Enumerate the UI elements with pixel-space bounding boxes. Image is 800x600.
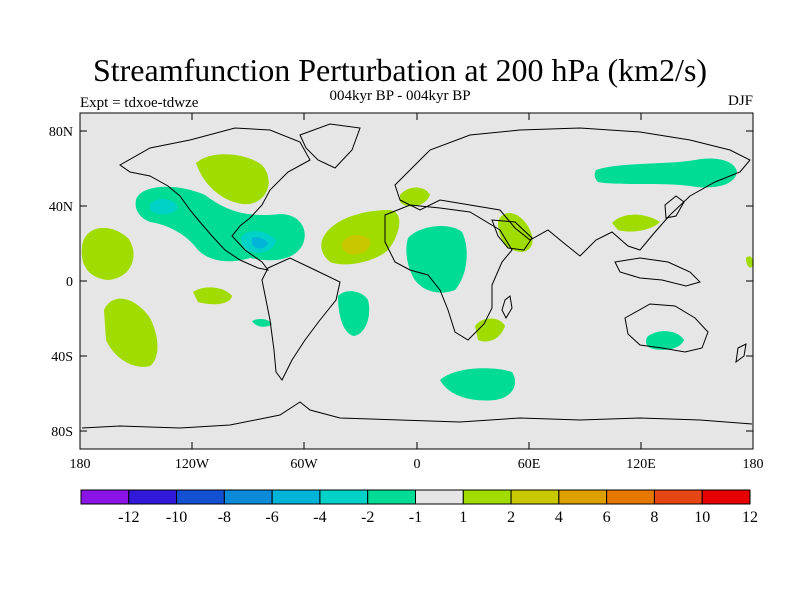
lon-label: 60W bbox=[290, 457, 318, 472]
lat-label: 0 bbox=[66, 275, 73, 290]
lat-label: 80S bbox=[51, 425, 73, 440]
colorbar-label: -10 bbox=[166, 509, 187, 526]
colorbar-box bbox=[271, 489, 321, 505]
colorbar-label: -6 bbox=[265, 509, 278, 526]
colorbar-label: -4 bbox=[313, 509, 326, 526]
latitude-axis bbox=[80, 130, 753, 432]
colorbar-label: 4 bbox=[555, 509, 563, 526]
lon-label: 180 bbox=[70, 457, 91, 472]
colorbar-box bbox=[415, 489, 464, 505]
lon-label: 120W bbox=[175, 457, 210, 472]
colorbar-box bbox=[176, 489, 225, 505]
colorbar-box bbox=[653, 489, 703, 505]
colorbar-box bbox=[558, 489, 608, 505]
colorbar-box bbox=[128, 489, 178, 505]
colorbar-label: 8 bbox=[650, 509, 658, 526]
positive-core-region bbox=[341, 234, 371, 255]
colorbar-label: 10 bbox=[694, 509, 710, 526]
colorbar-box bbox=[701, 489, 751, 505]
coastlines bbox=[81, 123, 753, 429]
negative-core-pacific bbox=[150, 199, 178, 215]
negative-strong-core bbox=[252, 237, 268, 249]
plot-subtitle: 004kyr BP - 004kyr BP bbox=[329, 88, 471, 104]
lat-label: 40N bbox=[49, 200, 73, 215]
colorbar-box bbox=[319, 489, 369, 505]
longitude-axis bbox=[191, 113, 642, 449]
plot-title: Streamfunction Perturbation at 200 hPa (… bbox=[92, 52, 708, 88]
colorbar-box bbox=[367, 489, 417, 505]
experiment-label: Expt = tdxoe-tdwze bbox=[80, 95, 199, 111]
colorbar-box bbox=[462, 489, 512, 505]
colorbar-box bbox=[606, 489, 655, 505]
lat-label: 40S bbox=[51, 350, 73, 365]
colorbar-label: -2 bbox=[361, 509, 374, 526]
colorbar-legend: -12 -10 -8 -6 -4 -2 -1 1 2 4 6 8 10 12 bbox=[80, 489, 758, 526]
lon-label: 0 bbox=[414, 457, 421, 472]
lon-label: 180 bbox=[743, 457, 764, 472]
colorbar-label: -1 bbox=[409, 509, 422, 526]
colorbar-box bbox=[510, 489, 560, 505]
colorbar-label: -8 bbox=[218, 509, 231, 526]
colorbar-label: 2 bbox=[507, 509, 515, 526]
colorbar-label: -12 bbox=[118, 509, 139, 526]
colorbar-label: 12 bbox=[742, 509, 758, 526]
season-label: DJF bbox=[727, 93, 753, 109]
lon-label: 120E bbox=[626, 457, 656, 472]
lon-label: 60E bbox=[518, 457, 541, 472]
colorbar-label: 1 bbox=[459, 509, 467, 526]
lat-label: 80N bbox=[49, 125, 73, 140]
colorbar-box bbox=[80, 489, 130, 505]
colorbar-box bbox=[223, 489, 273, 505]
colorbar-label: 6 bbox=[603, 509, 611, 526]
